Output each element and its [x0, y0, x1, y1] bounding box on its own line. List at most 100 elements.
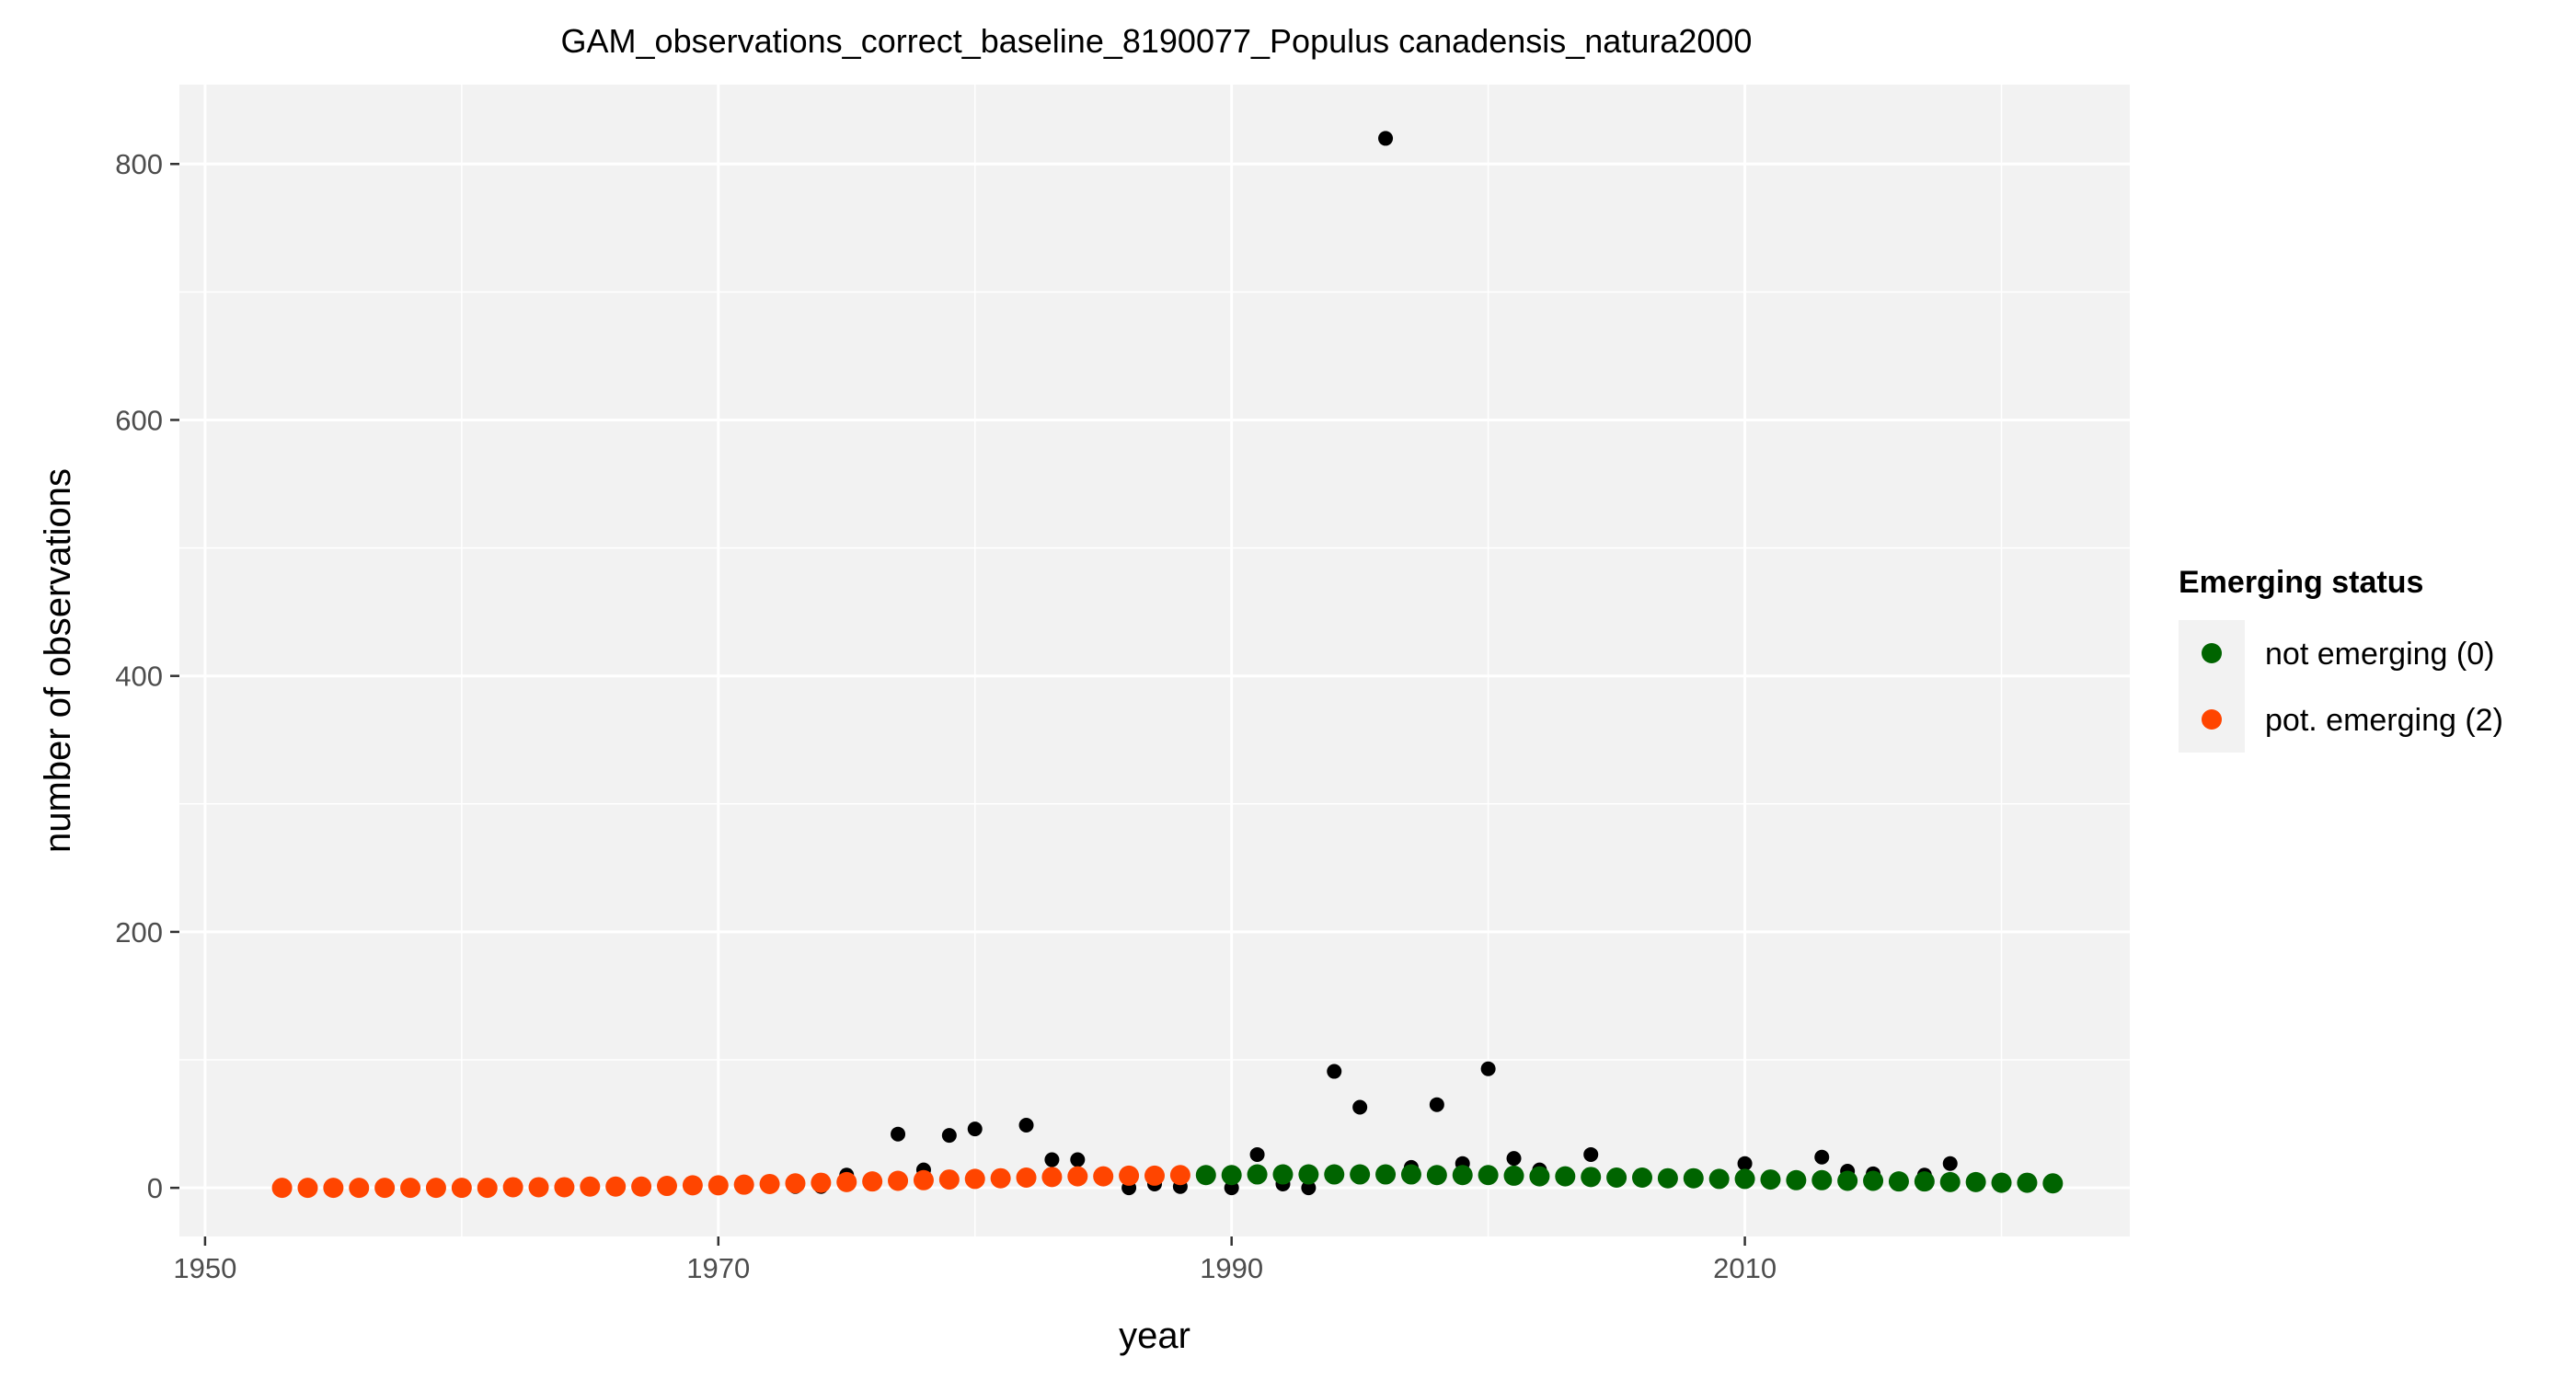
x-tick-label: 1990 [1200, 1252, 1263, 1284]
gam-fit-point [657, 1176, 677, 1197]
gam-fit-point [759, 1173, 780, 1194]
gam-fit-point [297, 1178, 318, 1199]
observation-point [1506, 1151, 1522, 1167]
observation-point [1583, 1146, 1599, 1162]
gam-fit-point [1452, 1165, 1473, 1186]
gam-fit-point [451, 1178, 472, 1199]
gam-fit-point [400, 1178, 421, 1199]
gam-fit-point [502, 1177, 523, 1198]
observation-point [1018, 1117, 1034, 1133]
gam-fit-point [1478, 1165, 1499, 1186]
gam-fit-point [2017, 1172, 2038, 1193]
gam-fit-point [605, 1176, 627, 1197]
gam-fit-point [528, 1177, 549, 1198]
observation-point [1737, 1156, 1753, 1171]
observation-point [1044, 1152, 1060, 1167]
plot-title: GAM_observations_correct_baseline_819007… [561, 22, 1753, 60]
gam-fit-point [1016, 1167, 1037, 1189]
gam-fit-point [862, 1171, 883, 1192]
legend: Emerging status not emerging (0) pot. em… [2179, 565, 2503, 753]
data-points [271, 131, 2064, 1199]
gam-fit-point [682, 1175, 703, 1196]
gam-fit-point [1991, 1172, 2012, 1193]
gam-fit-point [1632, 1167, 1652, 1189]
gam-fit-point [1786, 1169, 1807, 1190]
y-tick-label: 0 [147, 1172, 163, 1204]
gam-fit-point [1298, 1164, 1319, 1185]
gam-fit-point [1195, 1165, 1216, 1186]
legend-key-not-emerging [2202, 643, 2222, 663]
gam-fit-point [1067, 1166, 1088, 1187]
x-tick-label: 2010 [1713, 1252, 1777, 1284]
gam-fit-point [1811, 1169, 1833, 1190]
gam-fit-point [2042, 1173, 2064, 1194]
gam-fit-point [1529, 1166, 1550, 1187]
minor-gridlines [179, 85, 2130, 1236]
gam-fit-point [1041, 1167, 1063, 1188]
y-tick-label: 200 [115, 916, 163, 949]
gam-fit-point [1837, 1170, 1858, 1191]
x-tick-label: 1950 [173, 1252, 236, 1284]
gam-fit-point [1400, 1164, 1421, 1185]
gam-fit-point [964, 1168, 985, 1190]
gam-fit-point [1324, 1164, 1345, 1185]
gam-fit-point [554, 1177, 575, 1198]
legend-title: Emerging status [2179, 565, 2423, 600]
y-tick-label: 600 [115, 404, 163, 436]
gam-fit-point [1863, 1170, 1884, 1191]
gam-fit-point [1657, 1167, 1678, 1189]
gam-fit-point [785, 1173, 806, 1194]
observation-point [1327, 1064, 1342, 1079]
observation-point [1070, 1152, 1086, 1167]
observation-point [967, 1121, 983, 1137]
gam-fit-point [888, 1170, 909, 1191]
gam-fit-point [1119, 1165, 1140, 1186]
observation-point [1301, 1180, 1317, 1196]
gam-fit-point [631, 1176, 652, 1197]
gam-fit-point [1272, 1164, 1294, 1185]
gam-fit-point [1708, 1168, 1730, 1190]
gam-fit-point [990, 1167, 1011, 1189]
observation-point [1429, 1097, 1444, 1112]
gam-fit-point [1169, 1165, 1190, 1186]
gam-fit-point [1503, 1165, 1524, 1186]
gam-fit-point [1093, 1166, 1114, 1187]
gam-fit-point [580, 1176, 601, 1197]
y-axis-title: number of observations [38, 468, 78, 853]
plot-panel [179, 85, 2130, 1236]
legend-label-pot-emerging: pot. emerging (2) [2265, 703, 2503, 738]
observation-point [891, 1126, 906, 1142]
gam-fit-point [1888, 1171, 1909, 1192]
observation-point [1480, 1061, 1496, 1076]
gam-fit-point [707, 1175, 729, 1196]
gam-fit-point [1760, 1169, 1781, 1190]
gam-fit-point [1555, 1166, 1576, 1187]
observation-point [1249, 1146, 1265, 1162]
legend-key-pot-emerging [2202, 709, 2222, 730]
observation-point [941, 1128, 957, 1144]
x-axis-title: year [1119, 1316, 1190, 1356]
observation-point [1814, 1149, 1830, 1165]
gam-fit-point [938, 1169, 960, 1190]
gam-fit-point [425, 1178, 446, 1199]
gam-fit-point [1221, 1165, 1242, 1186]
gam-fit-point [1247, 1164, 1268, 1185]
observation-point [1942, 1156, 1958, 1171]
gam-fit-point [836, 1171, 857, 1192]
legend-label-not-emerging: not emerging (0) [2265, 637, 2494, 672]
observation-point [1352, 1099, 1368, 1115]
gam-fit-point [1683, 1167, 1704, 1189]
gam-fit-point [349, 1178, 370, 1199]
gam-fit-point [1914, 1171, 1935, 1192]
gam-fit-point [913, 1169, 934, 1190]
observation-point [1378, 131, 1394, 146]
gam-fit-point [733, 1174, 754, 1195]
gam-fit-point [1426, 1165, 1447, 1186]
gam-fit-point [374, 1178, 396, 1199]
gam-fit-point [1606, 1167, 1627, 1189]
gam-fit-point [323, 1178, 344, 1199]
gam-fit-point [1939, 1171, 1961, 1192]
gam-fit-point [477, 1178, 498, 1199]
gam-fit-point [1375, 1164, 1397, 1185]
